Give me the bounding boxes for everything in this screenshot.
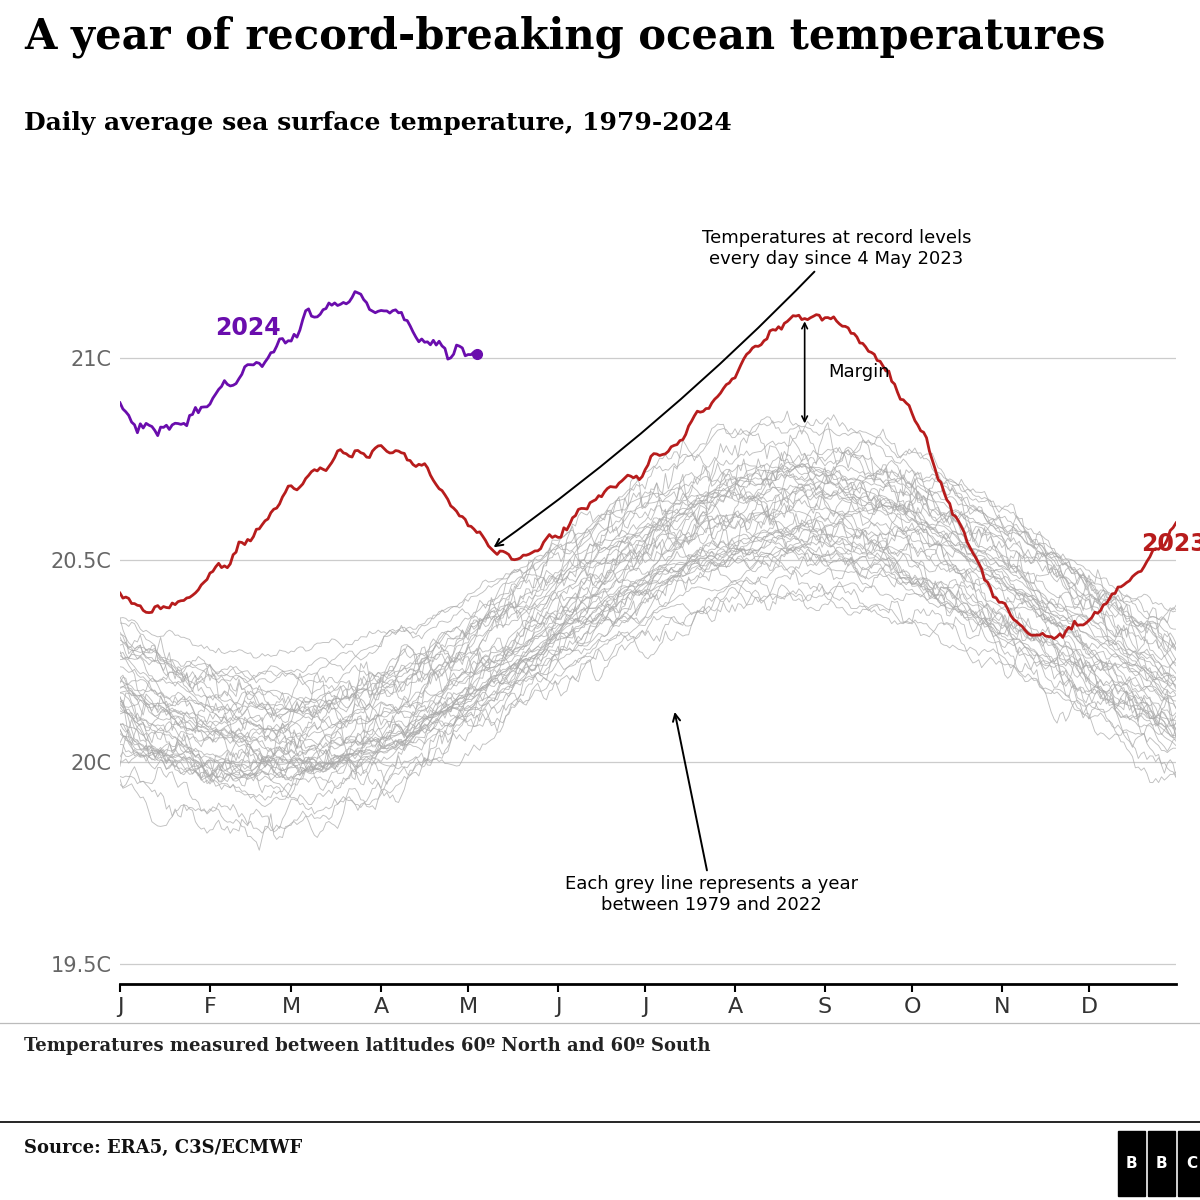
Text: C: C bbox=[1186, 1156, 1198, 1171]
Text: B: B bbox=[1126, 1156, 1138, 1171]
Text: Source: ERA5, C3S/ECMWF: Source: ERA5, C3S/ECMWF bbox=[24, 1139, 302, 1157]
Text: 2023: 2023 bbox=[1141, 533, 1200, 557]
Text: B: B bbox=[1156, 1156, 1168, 1171]
Text: Temperatures at record levels
every day since 4 May 2023: Temperatures at record levels every day … bbox=[496, 229, 971, 546]
Bar bbox=[1148, 1130, 1175, 1196]
Text: Margin: Margin bbox=[828, 364, 889, 382]
Text: Temperatures measured between latitudes 60º North and 60º South: Temperatures measured between latitudes … bbox=[24, 1037, 710, 1055]
Text: Each grey line represents a year
between 1979 and 2022: Each grey line represents a year between… bbox=[565, 714, 858, 913]
Bar bbox=[1178, 1130, 1200, 1196]
Text: 2024: 2024 bbox=[215, 317, 281, 341]
Bar bbox=[1118, 1130, 1145, 1196]
Text: Daily average sea surface temperature, 1979-2024: Daily average sea surface temperature, 1… bbox=[24, 112, 732, 136]
Text: A year of record-breaking ocean temperatures: A year of record-breaking ocean temperat… bbox=[24, 16, 1105, 58]
